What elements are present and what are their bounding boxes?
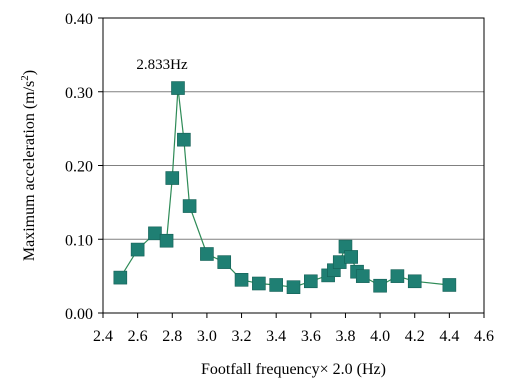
x-tick-label: 4.4 (439, 328, 459, 345)
data-point-marker (234, 273, 249, 287)
data-point-marker (177, 132, 191, 147)
series (113, 81, 457, 294)
x-tick-label: 4.0 (370, 328, 390, 345)
data-point-marker (373, 278, 387, 293)
x-tick-label: 3.8 (335, 328, 355, 345)
data-point-marker (344, 250, 358, 264)
x-tick-label: 3.2 (232, 328, 252, 345)
data-point-marker (159, 233, 174, 248)
y-tick-label: 0.00 (65, 306, 93, 323)
x-tick-label: 3.6 (301, 328, 321, 345)
y-axis-label-main: Maximum acceleration (m/s (21, 81, 38, 261)
data-point-marker (286, 280, 301, 294)
y-tick-label: 0.10 (65, 232, 93, 249)
data-point-marker (407, 274, 422, 289)
x-tick-label: 3.4 (266, 328, 286, 345)
y-tick-label: 0.40 (65, 11, 93, 28)
y-tick-label: 0.30 (65, 85, 93, 102)
y-axis-label: Maximum acceleration (m/s2) (19, 70, 38, 261)
y-tick-label: 0.20 (65, 159, 93, 176)
y-axis-label-close: ) (21, 70, 38, 75)
x-tick-label: 2.4 (93, 328, 113, 345)
y-axis-label-superscript: 2 (19, 75, 31, 81)
data-point-marker (113, 270, 128, 285)
data-point-marker (355, 269, 370, 283)
data-point-marker (200, 247, 214, 261)
data-point-marker (171, 81, 185, 95)
x-tick-label: 4.6 (474, 328, 494, 345)
x-tick-label: 3.0 (197, 328, 217, 345)
data-point-marker (304, 274, 318, 289)
x-tick-label: 4.2 (405, 328, 425, 345)
x-tick-label: 2.6 (128, 328, 148, 345)
data-point-marker (442, 278, 457, 292)
data-point-marker (148, 226, 162, 241)
gridlines (103, 91, 484, 240)
data-point-marker (269, 278, 283, 292)
data-point-marker (182, 199, 197, 213)
y-axis-ticks: 0.00 0.10 0.20 0.30 0.40 (65, 11, 103, 323)
data-point-marker (130, 242, 145, 257)
peak-annotation-label: 2.833Hz (136, 57, 188, 73)
data-point-marker (165, 171, 180, 185)
annotations: 2.833Hz (136, 57, 188, 73)
x-tick-label: 2.8 (162, 328, 182, 345)
data-point-marker (332, 255, 347, 269)
x-axis-ticks: 2.4 2.6 2.8 3.0 3.2 3.4 3.6 3.8 4.0 4.2 4.4 4.6 (93, 313, 494, 345)
data-point-marker (252, 276, 266, 291)
data-point-marker (217, 255, 232, 269)
data-point-marker (390, 269, 405, 283)
x-axis-label: Footfall frequency× 2.0 (Hz) (201, 361, 386, 378)
series-line (119, 87, 450, 288)
